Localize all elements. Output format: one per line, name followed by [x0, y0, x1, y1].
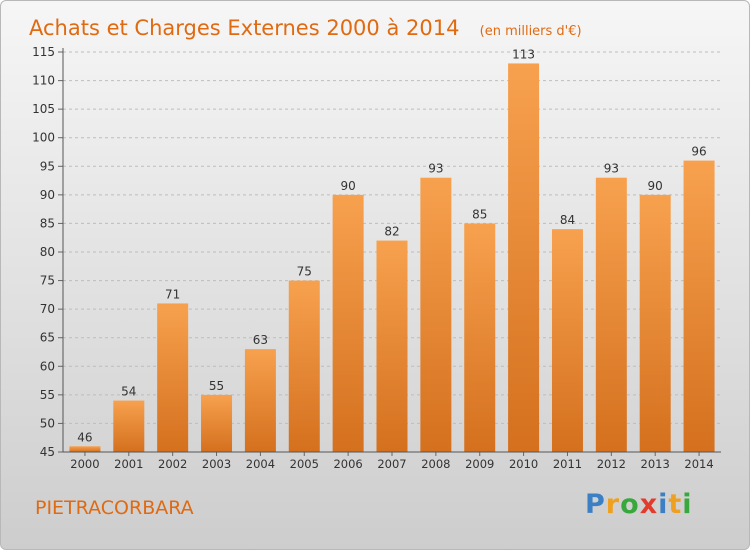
bars-layer	[69, 63, 715, 453]
y-tick-label: 65	[40, 331, 55, 345]
x-tick-label: 2010	[509, 457, 538, 471]
y-tick-label: 115	[32, 45, 55, 59]
bar	[376, 240, 408, 452]
logo-letter: o	[620, 489, 640, 520]
bar	[244, 349, 276, 452]
x-tick-label: 2013	[641, 457, 670, 471]
y-tick-label: 110	[32, 74, 55, 88]
bar-value-label: 71	[165, 287, 180, 301]
logo-letter: P	[585, 489, 606, 520]
y-tick-label: 100	[32, 131, 55, 145]
x-tick-label: 2002	[158, 457, 187, 471]
chart-subtitle: (en milliers d'€)	[479, 24, 582, 39]
labels-layer: 45 50 55 60 65 70 75 80 85 90 95 100 105 110 115 46 2000…	[32, 45, 714, 471]
bar-value-label: 93	[428, 162, 443, 176]
logo-letter: i	[658, 489, 669, 520]
y-tick-label: 80	[40, 245, 55, 259]
commune-name: PIETRACORBARA	[35, 497, 194, 519]
bar	[113, 400, 145, 452]
bar-value-label: 82	[384, 225, 399, 239]
bar	[420, 177, 452, 452]
x-tick-label: 2000	[70, 457, 99, 471]
x-tick-label: 2004	[246, 457, 275, 471]
bar-value-label: 54	[121, 385, 136, 399]
bar-value-label: 63	[253, 333, 268, 347]
axes-layer	[58, 48, 721, 456]
bar	[683, 160, 715, 453]
bar	[508, 63, 540, 453]
bar-value-label: 90	[648, 179, 663, 193]
bar	[69, 446, 101, 452]
bar	[551, 229, 583, 452]
chart-title: Achats et Charges Externes 2000 à 2014	[29, 16, 460, 40]
y-tick-label: 85	[40, 216, 55, 230]
y-tick-label: 75	[40, 274, 55, 288]
logo-letter: r	[605, 489, 621, 520]
bar-value-label: 96	[691, 145, 706, 159]
x-tick-label: 2007	[377, 457, 406, 471]
y-tick-label: 45	[40, 445, 55, 459]
bar	[201, 394, 233, 452]
y-tick-label: 105	[32, 102, 55, 116]
bar-value-label: 55	[209, 379, 224, 393]
x-tick-label: 2014	[684, 457, 713, 471]
y-tick-label: 90	[40, 188, 55, 202]
bar-value-label: 93	[604, 162, 619, 176]
y-tick-label: 95	[40, 159, 55, 173]
x-tick-label: 2003	[202, 457, 231, 471]
bar	[288, 280, 320, 452]
bar-value-label: 75	[297, 265, 312, 279]
y-tick-label: 70	[40, 302, 55, 316]
bar	[595, 177, 627, 452]
x-tick-label: 2001	[114, 457, 143, 471]
bar	[157, 303, 189, 452]
x-tick-label: 2009	[465, 457, 494, 471]
logo-letter: x	[639, 489, 659, 520]
x-tick-label: 2005	[290, 457, 319, 471]
bar-value-label: 84	[560, 213, 575, 227]
y-tick-label: 55	[40, 388, 55, 402]
x-tick-label: 2006	[333, 457, 362, 471]
y-tick-label: 60	[40, 359, 55, 373]
bar-value-label: 46	[77, 430, 92, 444]
bar	[639, 194, 671, 452]
proxiti-logo: Proxiti	[585, 489, 693, 520]
bar-value-label: 113	[512, 47, 535, 61]
bar	[464, 223, 496, 452]
y-tick-label: 50	[40, 416, 55, 430]
bar	[332, 194, 364, 452]
logo-letter: t	[668, 489, 683, 520]
x-tick-label: 2012	[597, 457, 626, 471]
bar-value-label: 90	[340, 179, 355, 193]
chart-title-block: Achats et Charges Externes 2000 à 2014 (…	[29, 5, 582, 43]
x-tick-label: 2011	[553, 457, 582, 471]
x-tick-label: 2008	[421, 457, 450, 471]
bar-value-label: 85	[472, 207, 487, 221]
logo-letter: i	[682, 489, 693, 520]
